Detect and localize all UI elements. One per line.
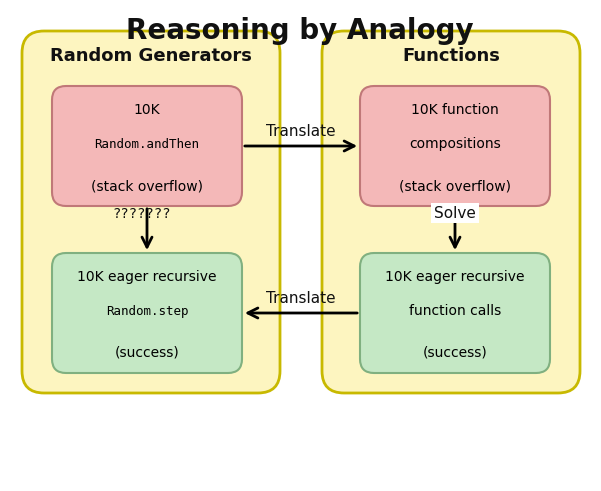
Text: Random.andThen: Random.andThen (94, 137, 200, 151)
Text: 10K eager recursive: 10K eager recursive (385, 270, 525, 284)
Text: Random.step: Random.step (106, 304, 188, 318)
Text: ???????: ??????? (113, 207, 171, 220)
FancyBboxPatch shape (52, 253, 242, 373)
Text: (success): (success) (115, 346, 179, 360)
FancyBboxPatch shape (22, 31, 280, 393)
Text: (success): (success) (423, 346, 487, 360)
Text: 10K: 10K (133, 103, 160, 117)
FancyBboxPatch shape (52, 86, 242, 206)
FancyBboxPatch shape (322, 31, 580, 393)
Text: Translate: Translate (266, 124, 336, 139)
Text: Functions: Functions (402, 47, 500, 65)
Text: 10K eager recursive: 10K eager recursive (78, 270, 217, 284)
Text: Solve: Solve (434, 206, 476, 220)
FancyBboxPatch shape (360, 253, 550, 373)
Text: Reasoning by Analogy: Reasoning by Analogy (126, 17, 474, 45)
Text: Translate: Translate (266, 291, 336, 306)
Text: (stack overflow): (stack overflow) (91, 179, 203, 193)
Text: Random Generators: Random Generators (50, 47, 252, 65)
FancyBboxPatch shape (360, 86, 550, 206)
Text: compositions: compositions (409, 137, 501, 151)
Text: (stack overflow): (stack overflow) (399, 179, 511, 193)
Text: 10K function: 10K function (411, 103, 499, 117)
Text: function calls: function calls (409, 304, 501, 318)
